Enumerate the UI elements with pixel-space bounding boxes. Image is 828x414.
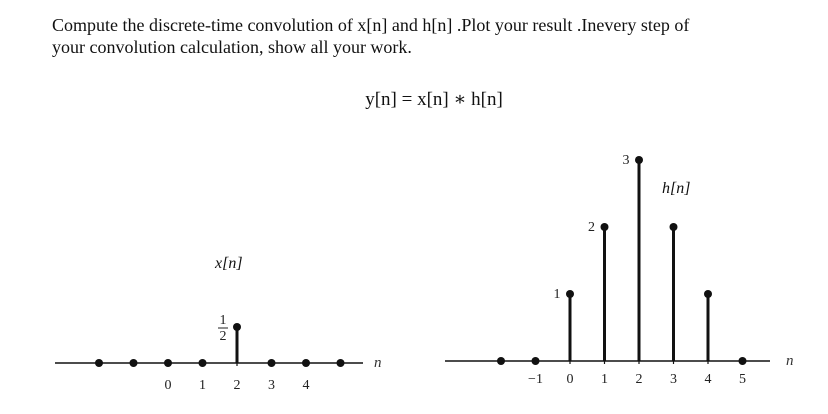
tick-label: 1 [199, 378, 206, 393]
tick-label: 4 [705, 372, 712, 387]
stem-point [95, 359, 103, 367]
tick-label: 5 [739, 372, 746, 387]
signal-title: x[n] [214, 255, 243, 272]
tick-label: 1 [601, 372, 608, 387]
stem-point [129, 359, 138, 367]
stem-point [669, 223, 678, 231]
stem-point [704, 290, 712, 298]
stem-point [497, 357, 505, 365]
axis-variable-label: n [374, 355, 382, 371]
tick-label: 2 [234, 378, 241, 393]
signal-title: h[n] [662, 180, 690, 197]
tick-label: −1 [528, 372, 543, 387]
fraction-denominator: 2 [220, 329, 227, 344]
tick-label: 3 [268, 378, 275, 393]
value-label: 1 [554, 287, 561, 302]
value-label: 3 [623, 153, 630, 168]
problem-line-2: your convolution calculation, show all y… [52, 37, 412, 57]
tick-label: 0 [165, 378, 172, 393]
stem-point [302, 359, 310, 367]
problem-line-1: Compute the discrete-time convolution of… [52, 15, 690, 35]
equation-text: y[n] = x[n] ∗ h[n] [365, 89, 503, 110]
stem-point [267, 359, 276, 367]
fraction-numerator: 1 [220, 313, 227, 328]
problem-statement: Compute the discrete-time convolution of… [52, 14, 792, 58]
stem-point [336, 359, 345, 367]
stem-point [635, 156, 643, 164]
stem-point [233, 323, 241, 331]
tick-label: 2 [636, 372, 643, 387]
stem-point [566, 290, 574, 298]
tick-label: 4 [303, 378, 310, 393]
stem-point [600, 223, 609, 231]
value-label: 2 [588, 220, 595, 235]
stem-point [164, 359, 172, 367]
convolution-equation: y[n] = x[n] ∗ h[n] [0, 88, 828, 111]
axis-variable-label: n [786, 353, 794, 369]
stem-point [738, 357, 747, 365]
tick-label: 3 [670, 372, 677, 387]
tick-label: 0 [567, 372, 574, 387]
stem-point [198, 359, 207, 367]
stem-point [531, 357, 540, 365]
